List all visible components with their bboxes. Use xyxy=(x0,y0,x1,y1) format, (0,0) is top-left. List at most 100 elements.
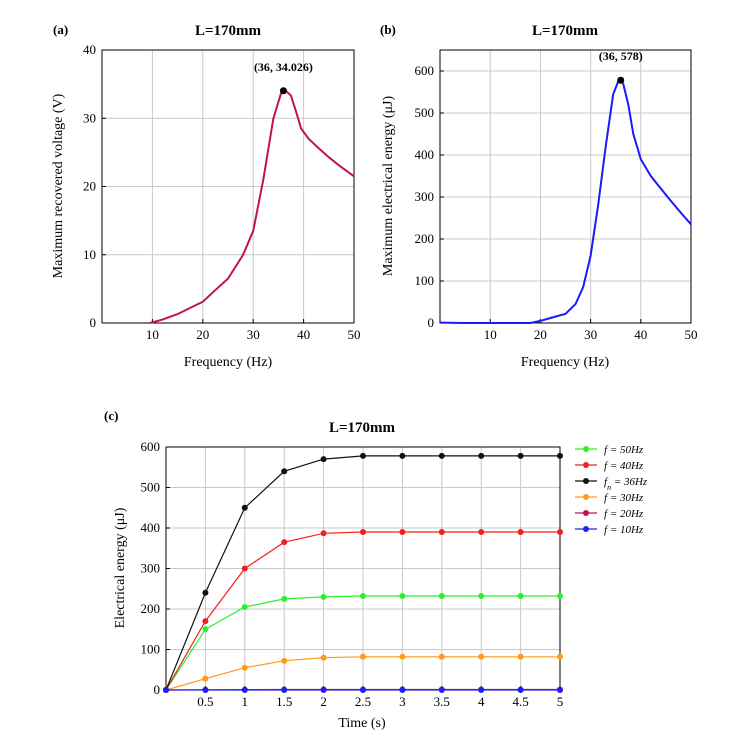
panel-b-x-axis-label: Frequency (Hz) xyxy=(521,355,610,370)
x-tick-label: 4.5 xyxy=(512,694,528,709)
panel-b: (b) L=170mm 10 20 30 40 50010020030040050060… xyxy=(380,22,698,370)
legend-entry-label: fn = 36Hz xyxy=(604,476,648,492)
series-point xyxy=(557,452,563,459)
series-point xyxy=(202,618,209,625)
series-point xyxy=(517,687,524,693)
series-point xyxy=(438,687,445,693)
x-tick-label: 3.5 xyxy=(434,694,450,709)
legend-swatch-marker xyxy=(583,510,589,516)
x-tick-label: 30 xyxy=(584,327,597,342)
x-tick-label: 30 xyxy=(247,327,260,342)
series-point xyxy=(438,593,445,600)
series-point xyxy=(320,456,327,463)
x-tick-label: 2.5 xyxy=(355,694,371,709)
series-point xyxy=(438,452,445,459)
series-point xyxy=(399,452,406,459)
series-point xyxy=(320,593,327,600)
series-point xyxy=(557,653,563,660)
panel-a-label: (a) xyxy=(53,22,68,37)
y-tick-label: 600 xyxy=(141,439,161,454)
y-tick-label: 600 xyxy=(415,63,435,78)
series-point xyxy=(360,529,366,536)
series-point xyxy=(202,687,209,693)
panel-c-ticks: 0.5 1 1.5 2 2.5 3 3.5 4 4.5 5 0 100 200 300 400 500 600 xyxy=(141,439,564,709)
panel-a-voltage-curve xyxy=(149,89,355,324)
series-point xyxy=(478,593,485,600)
legend-entry-label: f = 40Hz xyxy=(604,460,644,472)
y-tick-label: 500 xyxy=(415,105,435,120)
x-tick-label: 0.5 xyxy=(197,694,213,709)
y-tick-label: 0 xyxy=(428,315,435,330)
series-point xyxy=(241,565,248,572)
panel-c-title: L=170mm xyxy=(329,420,396,436)
panel-c: (c) L=170mm 0.5 1 1.5 2 2.5 3 3.5 4 4.5 5 0 100 200 3… xyxy=(104,408,648,731)
y-tick-label: 400 xyxy=(141,520,161,535)
panel-c-x-axis-label: Time (s) xyxy=(338,716,386,731)
y-tick-label: 0 xyxy=(154,682,161,697)
y-tick-label: 500 xyxy=(141,480,161,495)
series-point xyxy=(517,593,524,600)
panel-b-label: (b) xyxy=(380,22,396,37)
y-tick-label: 20 xyxy=(83,179,96,194)
x-tick-label: 5 xyxy=(557,694,564,709)
panel-b-energy-curve xyxy=(439,78,692,324)
x-tick-label: 10 xyxy=(484,327,497,342)
panel-a: (a) L=170mm 10 20 30 40 50 0 10 20 30 40 (36, 34.… xyxy=(51,22,361,370)
x-tick-label: 20 xyxy=(534,327,547,342)
series-point xyxy=(438,529,445,536)
panel-a-peak-marker xyxy=(279,87,287,95)
panel-a-grid xyxy=(102,49,355,324)
panel-c-grid xyxy=(166,446,561,691)
series-point xyxy=(517,529,524,536)
series-point xyxy=(438,653,445,660)
y-tick-label: 30 xyxy=(83,110,96,125)
series-point xyxy=(478,653,485,660)
x-tick-label: 1.5 xyxy=(276,694,292,709)
series-point xyxy=(241,603,248,610)
series-point xyxy=(517,653,524,660)
x-tick-label: 3 xyxy=(399,694,406,709)
series-point xyxy=(478,687,485,693)
legend-entry-label: f = 10Hz xyxy=(604,524,644,536)
series-point xyxy=(557,687,563,693)
series-point xyxy=(202,626,209,633)
series-point xyxy=(320,530,327,537)
y-tick-label: 40 xyxy=(83,42,96,57)
x-tick-label: 4 xyxy=(478,694,485,709)
series-point xyxy=(281,539,288,546)
y-tick-label: 10 xyxy=(83,247,96,262)
x-tick-label: 40 xyxy=(297,327,310,342)
y-tick-label: 200 xyxy=(141,601,161,616)
panel-b-peak-marker xyxy=(617,76,625,84)
panel-a-title: L=170mm xyxy=(195,23,262,39)
series-point xyxy=(399,687,406,693)
legend-swatch-marker xyxy=(583,462,589,468)
series-point xyxy=(241,664,248,671)
series-point xyxy=(281,595,288,602)
panel-b-grid xyxy=(440,50,692,324)
series-point xyxy=(478,529,485,536)
series-point xyxy=(241,687,248,693)
panel-b-title: L=170mm xyxy=(532,23,599,39)
series-point xyxy=(281,687,288,693)
panel-a-ticks: 10 20 30 40 50 0 10 20 30 40 xyxy=(83,42,361,342)
y-tick-label: 100 xyxy=(141,642,161,657)
series-point xyxy=(399,653,406,660)
legend-swatch-marker xyxy=(583,526,589,532)
series-point xyxy=(360,593,366,600)
y-tick-label: 200 xyxy=(415,231,435,246)
panel-a-peak-label: (36, 34.026) xyxy=(254,60,313,74)
series-point xyxy=(281,468,288,475)
series-point xyxy=(557,529,563,536)
series-point xyxy=(163,687,169,693)
legend-entry-label: f = 30Hz xyxy=(604,492,644,504)
series-point xyxy=(360,653,366,660)
y-tick-label: 0 xyxy=(90,315,97,330)
x-tick-label: 40 xyxy=(634,327,647,342)
series-point xyxy=(360,452,366,459)
series-point xyxy=(241,504,248,511)
series-point xyxy=(320,654,327,661)
